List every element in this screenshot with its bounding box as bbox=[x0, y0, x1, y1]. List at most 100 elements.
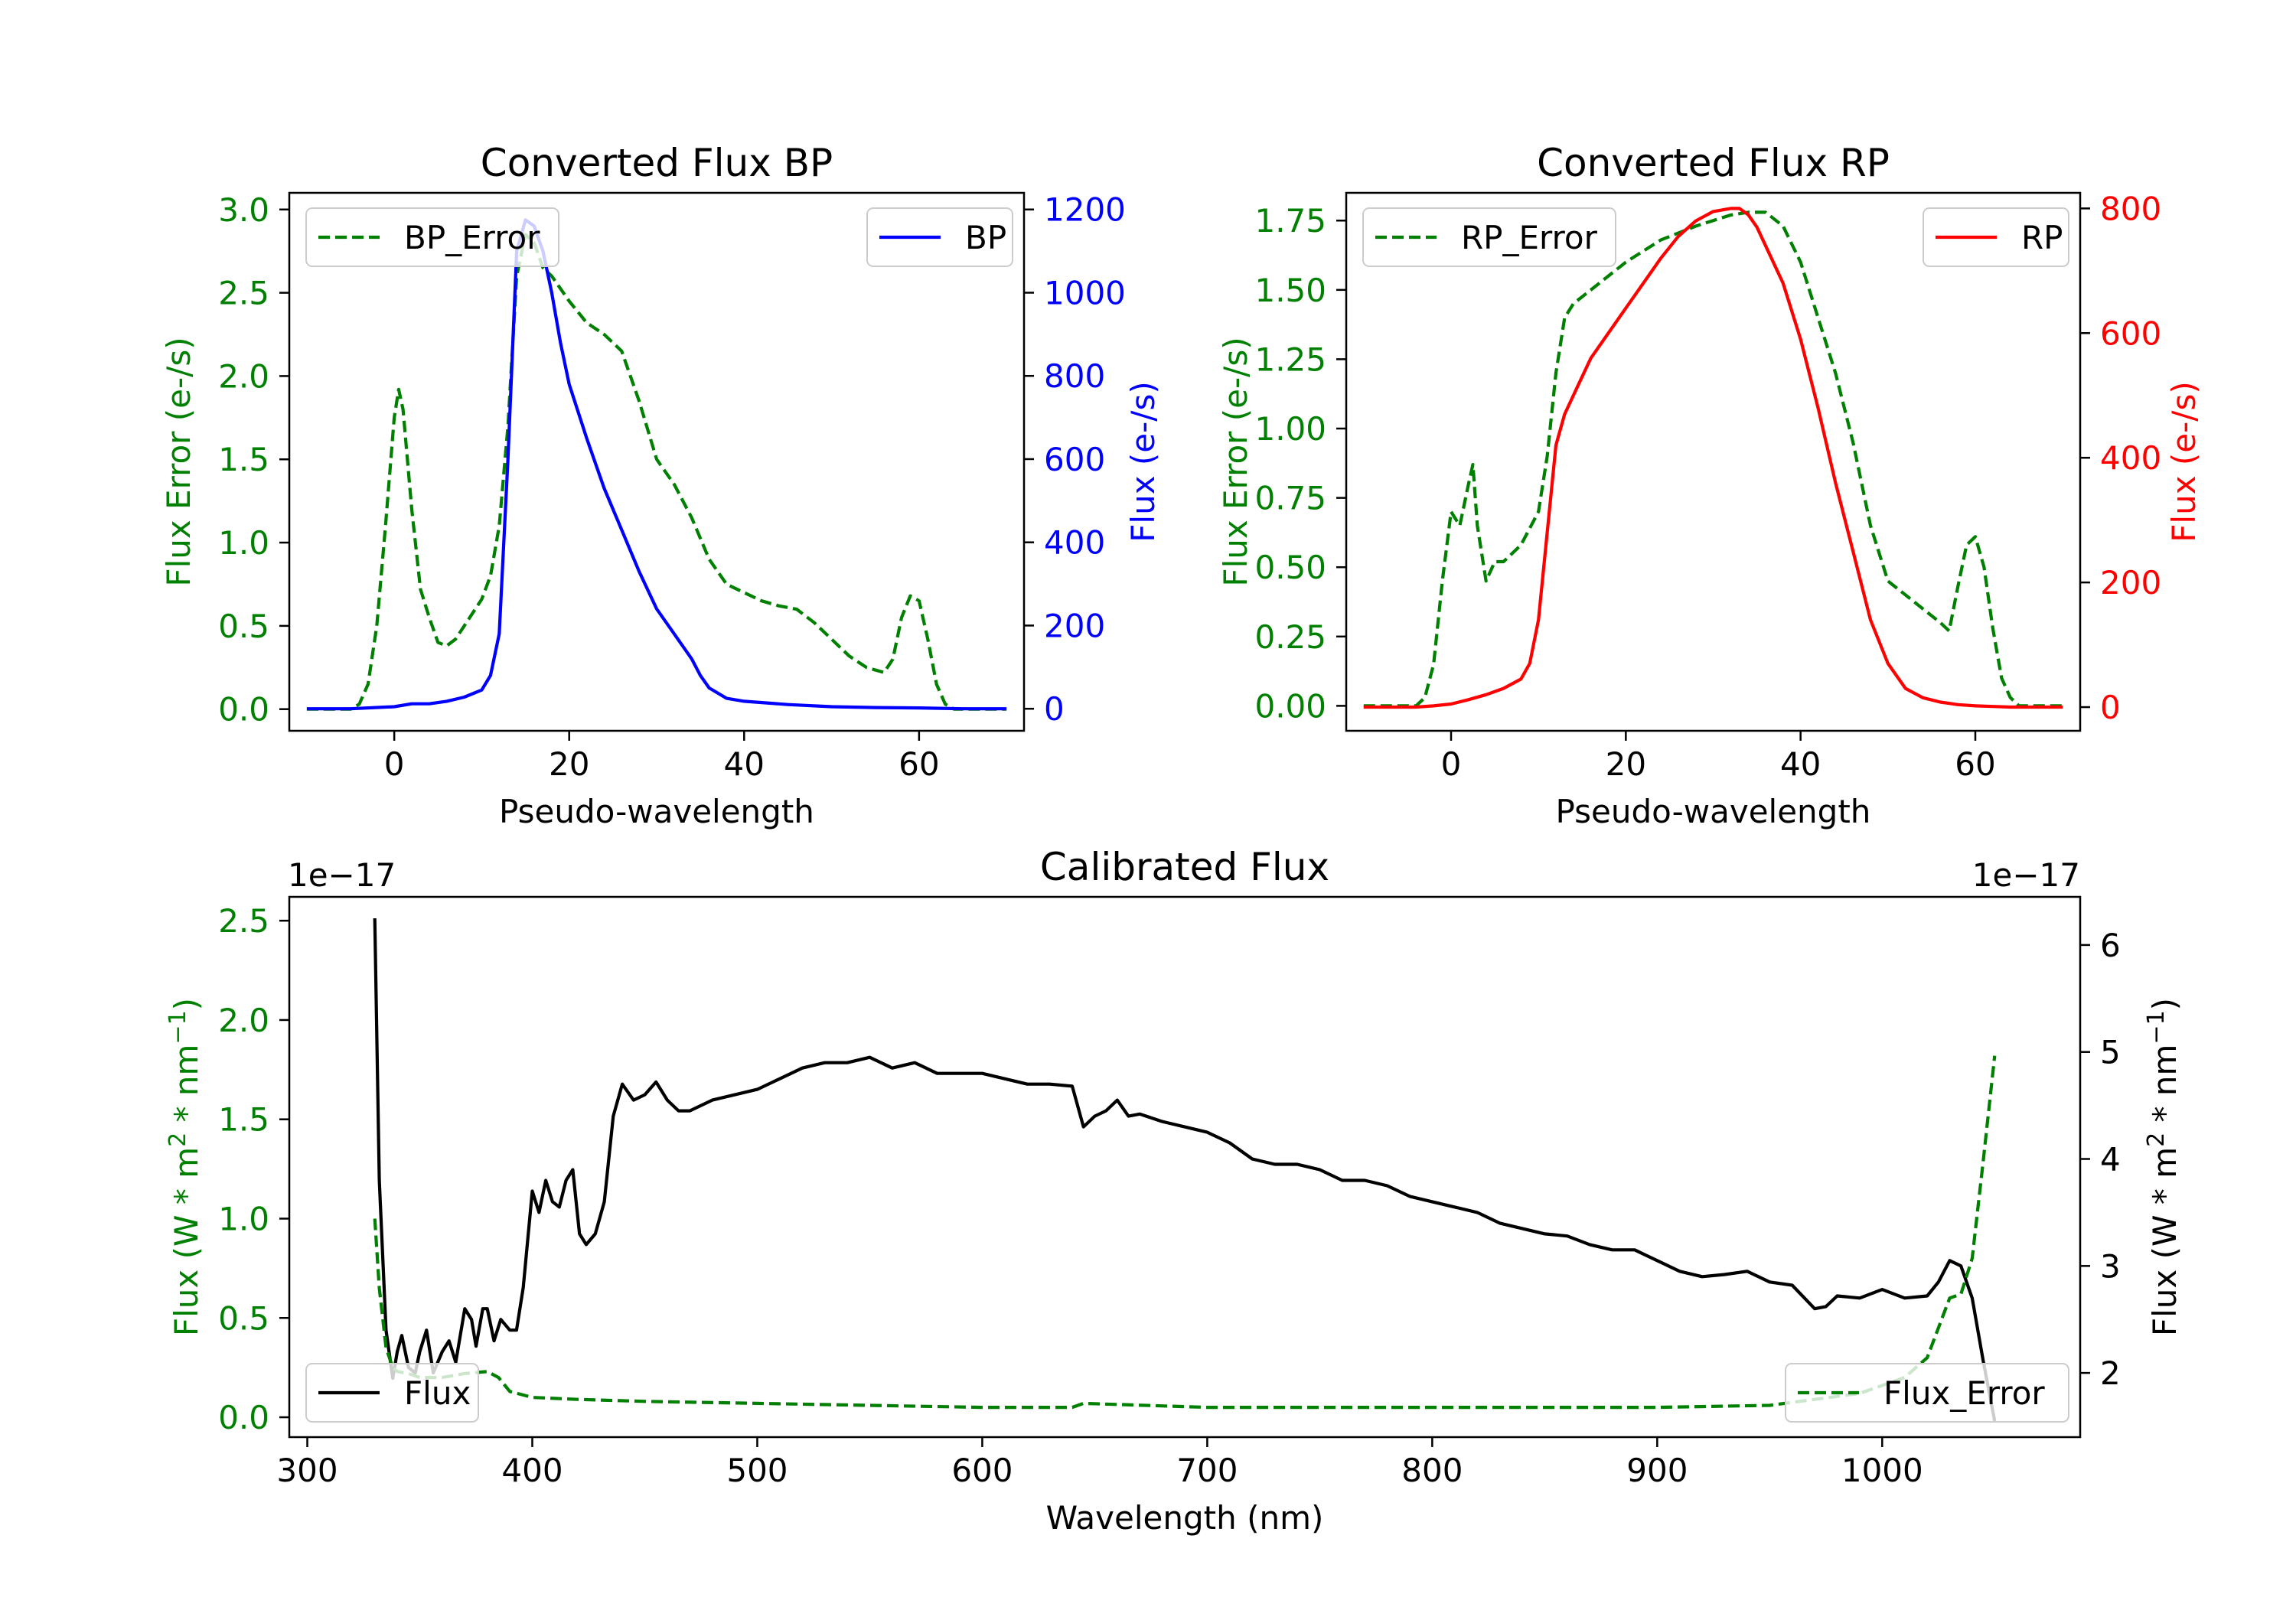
legend-flux-error: Flux_Error bbox=[1785, 1363, 2069, 1423]
y-right-tick-label: 0 bbox=[1044, 690, 1065, 728]
series-line-flux-error bbox=[373, 1055, 1997, 1410]
series-line-bp-error bbox=[306, 233, 1007, 711]
legend-label: RP bbox=[2021, 219, 2063, 256]
legend-label: Flux_Error bbox=[1883, 1374, 2045, 1412]
y-left-tick-label: 1.75 bbox=[1254, 202, 1326, 240]
y-left-tick-label: 1.00 bbox=[1254, 410, 1326, 448]
x-tick-label: 700 bbox=[1176, 1452, 1238, 1489]
chart-2: 0 20 40 60 0.00 0.25 0.50 0.75 1.00 1.25 1.50 1.75 0… bbox=[1217, 141, 2203, 830]
y-right-tick-label: 800 bbox=[1044, 357, 1105, 395]
axes-frame bbox=[288, 191, 1026, 732]
legend-label: RP_Error bbox=[1461, 219, 1598, 256]
x-tick-label: 800 bbox=[1401, 1452, 1463, 1489]
y-right-tick-label: 1000 bbox=[1044, 274, 1126, 311]
series-line-rp-error bbox=[1363, 210, 2063, 708]
y-left-tick-label: 1.25 bbox=[1254, 341, 1326, 378]
y-left-tick-label: 0.50 bbox=[1254, 549, 1326, 586]
axis-label-part: 2 bbox=[2143, 1133, 2170, 1147]
y-right-axis-label: Flux (e-/s) bbox=[1124, 381, 1162, 542]
y-left-axis-label: Flux Error (e-/s) bbox=[1217, 337, 1254, 586]
legend-rp-error: RP_Error bbox=[1362, 207, 1616, 267]
chart-title: Calibrated Flux bbox=[1040, 845, 1329, 889]
y-left-axis-label: Flux Error (e-/s) bbox=[160, 337, 197, 586]
series-line-flux bbox=[373, 918, 1997, 1422]
x-tick-label: 60 bbox=[899, 745, 939, 783]
x-tick-label: 400 bbox=[501, 1452, 563, 1489]
y-left-tick-label: 2.5 bbox=[218, 902, 269, 940]
legend-rp: RP bbox=[1923, 207, 2069, 267]
y-left-tick-label: 2.0 bbox=[218, 357, 269, 395]
x-tick-label: 500 bbox=[726, 1452, 788, 1489]
y-left-tick-label: 0.0 bbox=[218, 691, 269, 729]
legend-box bbox=[1785, 1363, 2069, 1423]
y-right-tick-label: 5 bbox=[2100, 1034, 2121, 1071]
y-right-tick-label: 1200 bbox=[1044, 191, 1126, 229]
y-right-tick-label: 0 bbox=[2100, 689, 2121, 726]
chart-title: Converted Flux RP bbox=[1537, 141, 1890, 185]
x-axis-label: Wavelength (nm) bbox=[1046, 1499, 1324, 1537]
y-right-tick-label: 400 bbox=[1044, 524, 1105, 562]
series-line-bp bbox=[306, 218, 1007, 711]
y-left-tick-label: 1.0 bbox=[218, 1200, 269, 1237]
x-tick-label: 1000 bbox=[1841, 1452, 1923, 1489]
legend-label: Flux bbox=[404, 1374, 471, 1412]
chart-3: 300 400 500 600 700 800 900 1000 0.0 0.5 1.0 1.5 2.0… bbox=[165, 845, 2183, 1537]
series-line-rp bbox=[1363, 207, 2063, 709]
axes-frame bbox=[1345, 191, 2082, 732]
x-tick-label: 20 bbox=[549, 745, 589, 783]
axes-frame bbox=[288, 895, 2082, 1439]
y-left-tick-label: 0.75 bbox=[1254, 480, 1326, 517]
x-tick-label: 40 bbox=[724, 745, 765, 783]
x-tick-label: 600 bbox=[951, 1452, 1013, 1489]
axis-label-part: ) bbox=[2146, 998, 2183, 1010]
legend-box bbox=[1362, 207, 1616, 267]
x-tick-label: 0 bbox=[1441, 745, 1462, 783]
x-tick-label: 300 bbox=[276, 1452, 338, 1489]
axis-label-part: Flux (W * m bbox=[168, 1147, 205, 1336]
x-tick-label: 40 bbox=[1780, 745, 1821, 783]
legend-flux: Flux bbox=[305, 1363, 479, 1423]
legend-bp: BP bbox=[866, 207, 1013, 267]
y-left-axis-label: Flux (W * m2 * nm−1) bbox=[165, 998, 205, 1336]
y-left-tick-label: 0.0 bbox=[218, 1399, 269, 1436]
y-left-tick-label: 3.0 bbox=[218, 191, 269, 229]
axis-label-part: * nm bbox=[168, 1045, 205, 1133]
y-right-tick-label: 4 bbox=[2100, 1141, 2121, 1178]
x-tick-label: 0 bbox=[384, 745, 405, 783]
y-left-tick-label: 2.5 bbox=[218, 275, 269, 312]
axis-label-part: 2 bbox=[165, 1133, 191, 1147]
legend-label: BP_Error bbox=[404, 219, 540, 256]
legend-label: BP bbox=[965, 219, 1006, 256]
x-axis-label: Pseudo-wavelength bbox=[499, 793, 814, 830]
y-right-tick-label: 6 bbox=[2100, 927, 2121, 964]
y-right-tick-label: 200 bbox=[2100, 564, 2161, 601]
y-right-axis-label: Flux (e-/s) bbox=[2165, 381, 2203, 542]
x-tick-label: 20 bbox=[1606, 745, 1646, 783]
y-left-tick-label: 1.50 bbox=[1254, 272, 1326, 309]
y-left-tick-label: 1.5 bbox=[218, 441, 269, 478]
axis-label-part: −1 bbox=[165, 1010, 191, 1044]
axis-label-part: * nm bbox=[2146, 1045, 2183, 1133]
chart-1: 0 20 40 60 0.0 0.5 1.0 1.5 2.0 2.5 3.0 0 200 400 600 80… bbox=[160, 141, 1162, 830]
y-left-offset-label: 1e−17 bbox=[288, 856, 396, 894]
y-right-tick-label: 400 bbox=[2100, 439, 2161, 477]
axis-label-part: −1 bbox=[2143, 1010, 2170, 1044]
y-left-tick-label: 1.5 bbox=[218, 1101, 269, 1139]
x-tick-label: 60 bbox=[1955, 745, 1995, 783]
y-left-tick-label: 0.5 bbox=[218, 608, 269, 645]
x-tick-label: 900 bbox=[1626, 1452, 1688, 1489]
y-left-tick-label: 0.25 bbox=[1254, 618, 1326, 656]
y-right-tick-label: 600 bbox=[1044, 441, 1105, 478]
legend-box bbox=[305, 1363, 479, 1423]
legend-bp-error: BP_Error bbox=[305, 207, 559, 267]
y-right-tick-label: 200 bbox=[1044, 607, 1105, 644]
y-right-tick-label: 2 bbox=[2100, 1354, 2121, 1392]
y-right-tick-label: 3 bbox=[2100, 1247, 2121, 1285]
y-left-tick-label: 1.0 bbox=[218, 524, 269, 562]
legend-box bbox=[305, 207, 559, 267]
chart-title: Converted Flux BP bbox=[481, 141, 833, 185]
axis-label-part: ) bbox=[168, 998, 205, 1010]
y-right-offset-label: 1e−17 bbox=[1972, 856, 2080, 894]
y-left-tick-label: 2.0 bbox=[218, 1002, 269, 1039]
